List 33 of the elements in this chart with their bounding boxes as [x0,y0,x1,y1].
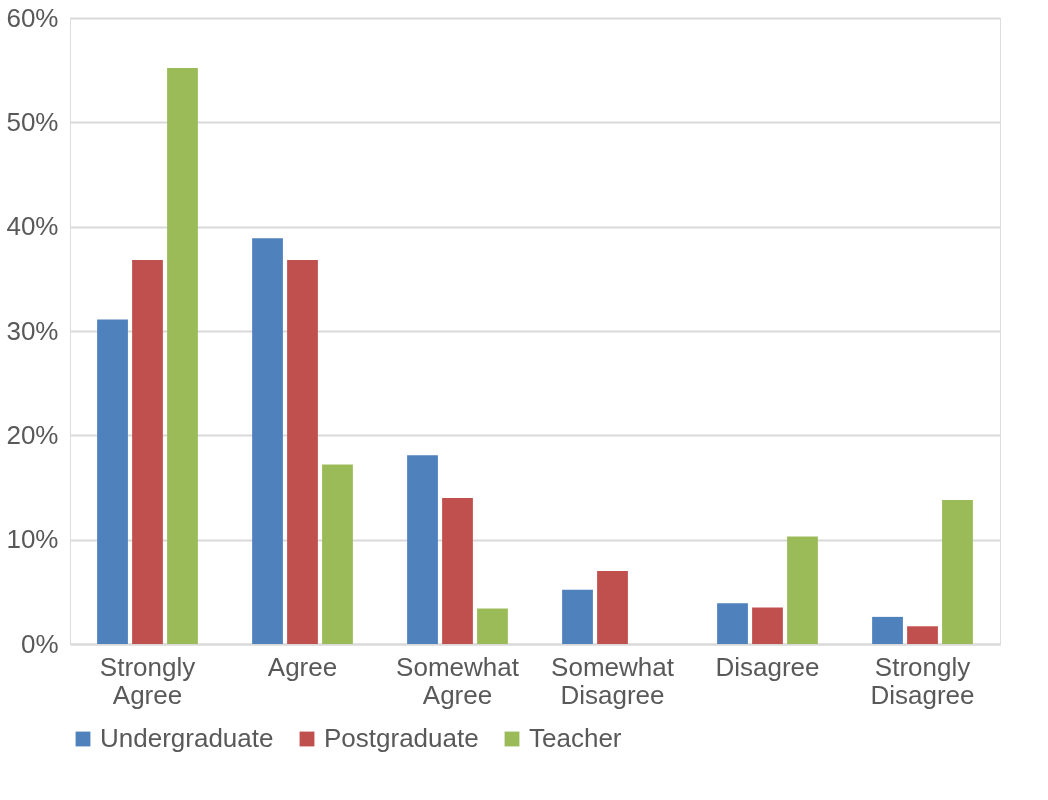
x-tick-label: Strongly Disagree [870,651,975,710]
bar [132,260,163,644]
x-tick-label: Agree [267,651,338,682]
legend-label: Teacher [529,723,622,753]
y-tick-label: 40% [6,211,59,242]
bar [477,608,508,644]
bar [252,238,283,644]
bar [97,319,128,644]
bar [287,260,318,644]
bar [562,589,593,644]
y-tick-label: 60% [6,2,59,33]
bar [442,497,473,644]
y-tick-label: 50% [6,106,59,137]
y-tick-label: 10% [6,524,59,555]
legend-label: Undergraduate [100,723,274,753]
x-tick-label: Somewhat Agree [396,651,520,710]
x-tick-label: Disagree [715,651,820,682]
bar [872,616,903,644]
bar [167,68,198,644]
bar [407,455,438,644]
x-tick-label: Strongly Agree [99,651,196,710]
bar [787,536,818,644]
y-tick-label: 20% [6,419,59,450]
bar [597,570,628,644]
y-tick-label: 0% [20,628,59,659]
legend-label: Postgraduate [324,723,479,753]
x-tick-label: Somewhat Disagree [551,651,675,710]
bar [752,607,783,644]
bar [907,626,938,644]
bar [942,500,973,644]
y-tick-label: 30% [6,315,59,346]
bar [322,464,353,644]
bar [717,603,748,644]
